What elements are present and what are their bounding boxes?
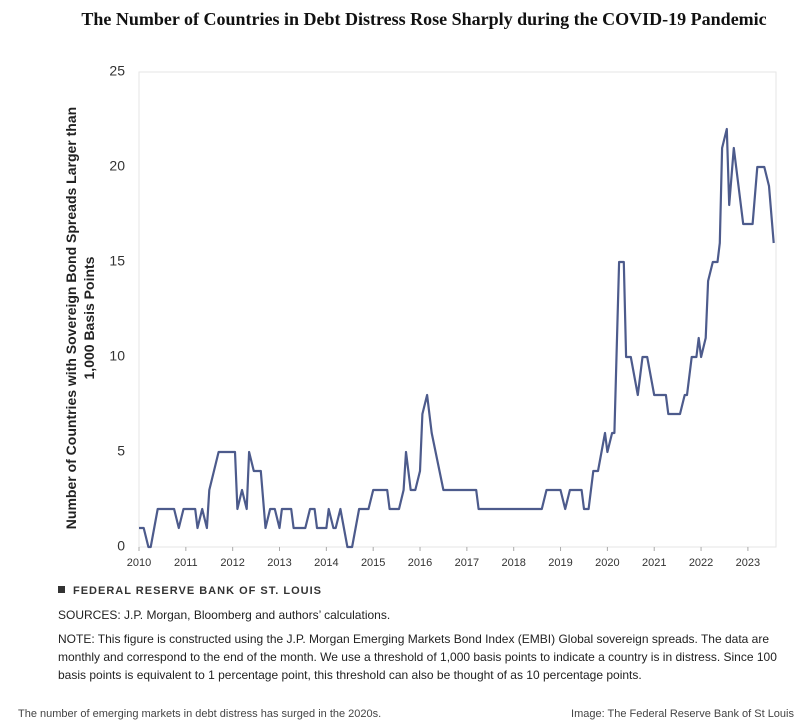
x-tick-label: 2015	[361, 557, 385, 569]
x-tick-label: 2012	[220, 557, 244, 569]
x-tick-label: 2016	[408, 557, 432, 569]
x-tick-label: 2023	[736, 557, 760, 569]
x-tick-label: 2013	[267, 557, 291, 569]
plot-frame	[138, 71, 777, 548]
sources: SOURCES: J.P. Morgan, Bloomberg and auth…	[58, 608, 391, 622]
y-tick-label: 0	[117, 538, 125, 554]
y-axis-label: Number of Countries with Sovereign Bond …	[63, 106, 97, 530]
y-tick-label: 10	[109, 348, 125, 364]
x-tick-label: 2018	[501, 557, 525, 569]
credit: Image: The Federal Reserve Bank of St Lo…	[571, 708, 794, 720]
chart-title: The Number of Countries in Debt Distress…	[81, 9, 767, 29]
x-tick-label: 2021	[642, 557, 666, 569]
x-tick-label: 2022	[689, 557, 713, 569]
x-tick-label: 2020	[595, 557, 619, 569]
x-tick-label: 2011	[174, 557, 198, 569]
y-tick-label: 25	[109, 63, 125, 79]
y-tick-label: 5	[117, 443, 125, 459]
caption: The number of emerging markets in debt d…	[18, 708, 382, 720]
x-tick-label: 2017	[455, 557, 479, 569]
branding: FEDERAL RESERVE BANK OF ST. LOUIS	[58, 585, 322, 597]
note: NOTE: This figure is constructed using t…	[58, 632, 777, 682]
y-tick-label: 15	[109, 253, 125, 269]
x-tick-label: 2019	[548, 557, 572, 569]
data-line	[139, 127, 775, 549]
x-tick-label: 2014	[314, 557, 338, 569]
y-tick-label: 20	[109, 158, 125, 174]
x-tick-label: 2010	[127, 557, 151, 569]
chart: 0 5 10 15 20 25 2010 2011 2012 2013 2014 2015 2016 20…	[109, 63, 777, 569]
